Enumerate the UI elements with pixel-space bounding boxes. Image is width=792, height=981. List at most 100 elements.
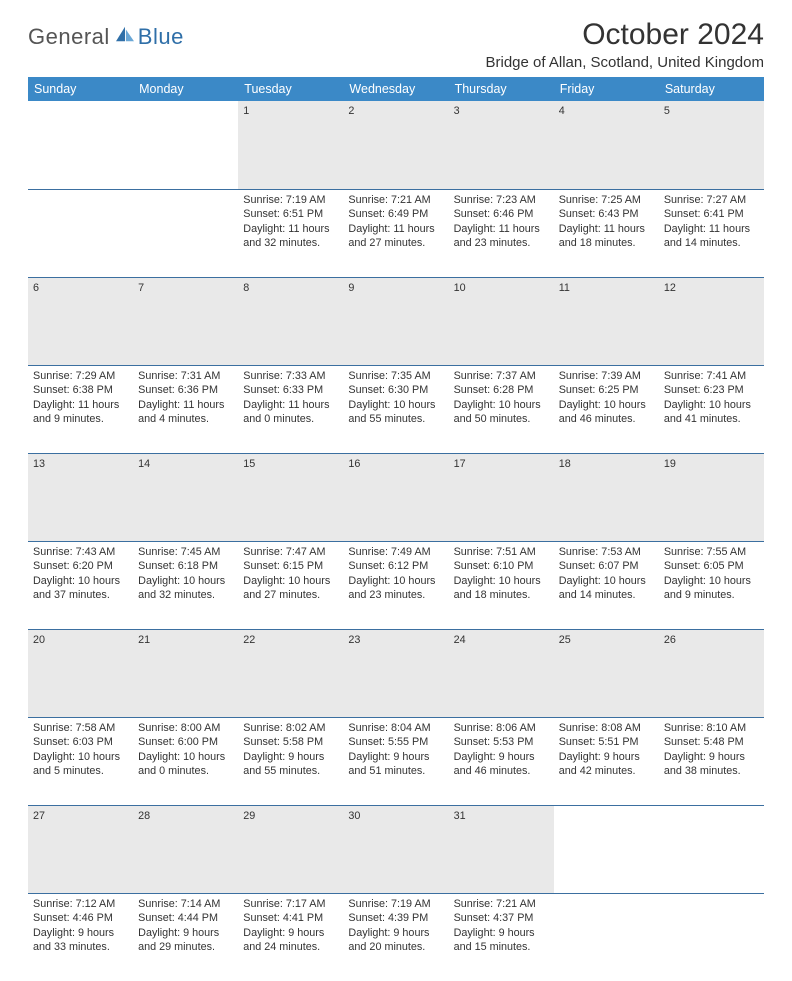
daylight-text: Daylight: 10 hours and 50 minutes. [454, 398, 549, 427]
day-number-cell: 24 [449, 629, 554, 717]
day-cell: Sunrise: 7:47 AMSunset: 6:15 PMDaylight:… [238, 541, 343, 629]
sunset-text: Sunset: 5:55 PM [348, 735, 443, 750]
sunrise-text: Sunrise: 8:06 AM [454, 721, 549, 736]
daylight-text: Daylight: 9 hours and 20 minutes. [348, 926, 443, 955]
day-cell: Sunrise: 7:19 AMSunset: 4:39 PMDaylight:… [343, 893, 448, 981]
month-title: October 2024 [485, 18, 764, 52]
logo-text-general: General [28, 24, 110, 50]
weekday-header: Wednesday [343, 77, 448, 101]
sunrise-text: Sunrise: 8:02 AM [243, 721, 338, 736]
logo: General Blue [28, 18, 184, 50]
daylight-text: Daylight: 9 hours and 24 minutes. [243, 926, 338, 955]
daynum-row: 13141516171819 [28, 453, 764, 541]
day-number-cell: 14 [133, 453, 238, 541]
day-cell: Sunrise: 7:43 AMSunset: 6:20 PMDaylight:… [28, 541, 133, 629]
daylight-text: Daylight: 11 hours and 14 minutes. [664, 222, 759, 251]
content-row: Sunrise: 7:19 AMSunset: 6:51 PMDaylight:… [28, 189, 764, 277]
day-number-cell: 4 [554, 101, 659, 189]
sunrise-text: Sunrise: 7:31 AM [138, 369, 233, 384]
day-number-cell: 6 [28, 277, 133, 365]
sunset-text: Sunset: 4:44 PM [138, 911, 233, 926]
sunset-text: Sunset: 6:51 PM [243, 207, 338, 222]
day-number-cell: 29 [238, 805, 343, 893]
daylight-text: Daylight: 11 hours and 0 minutes. [243, 398, 338, 427]
sunset-text: Sunset: 4:46 PM [33, 911, 128, 926]
header: General Blue October 2024 Bridge of Alla… [28, 18, 764, 71]
sunrise-text: Sunrise: 7:49 AM [348, 545, 443, 560]
sunset-text: Sunset: 6:36 PM [138, 383, 233, 398]
weekday-header: Tuesday [238, 77, 343, 101]
sunset-text: Sunset: 6:38 PM [33, 383, 128, 398]
day-number-cell: 9 [343, 277, 448, 365]
sunrise-text: Sunrise: 7:12 AM [33, 897, 128, 912]
day-number-cell: 25 [554, 629, 659, 717]
day-cell [554, 893, 659, 981]
sunrise-text: Sunrise: 7:53 AM [559, 545, 654, 560]
sunrise-text: Sunrise: 7:25 AM [559, 193, 654, 208]
day-number-cell: 31 [449, 805, 554, 893]
day-cell: Sunrise: 8:04 AMSunset: 5:55 PMDaylight:… [343, 717, 448, 805]
day-cell: Sunrise: 7:23 AMSunset: 6:46 PMDaylight:… [449, 189, 554, 277]
day-number-cell [554, 805, 659, 893]
daylight-text: Daylight: 9 hours and 38 minutes. [664, 750, 759, 779]
day-cell: Sunrise: 7:41 AMSunset: 6:23 PMDaylight:… [659, 365, 764, 453]
daynum-row: 20212223242526 [28, 629, 764, 717]
weekday-header: Saturday [659, 77, 764, 101]
day-number-cell: 19 [659, 453, 764, 541]
daylight-text: Daylight: 11 hours and 32 minutes. [243, 222, 338, 251]
location: Bridge of Allan, Scotland, United Kingdo… [485, 54, 764, 71]
sunrise-text: Sunrise: 7:35 AM [348, 369, 443, 384]
day-number-cell: 8 [238, 277, 343, 365]
daylight-text: Daylight: 10 hours and 32 minutes. [138, 574, 233, 603]
daylight-text: Daylight: 11 hours and 4 minutes. [138, 398, 233, 427]
sunset-text: Sunset: 4:41 PM [243, 911, 338, 926]
day-number-cell: 28 [133, 805, 238, 893]
sunrise-text: Sunrise: 8:10 AM [664, 721, 759, 736]
sunset-text: Sunset: 6:41 PM [664, 207, 759, 222]
weekday-header-row: SundayMondayTuesdayWednesdayThursdayFrid… [28, 77, 764, 101]
day-number-cell: 30 [343, 805, 448, 893]
daylight-text: Daylight: 11 hours and 23 minutes. [454, 222, 549, 251]
weekday-header: Friday [554, 77, 659, 101]
logo-sail-icon [114, 25, 136, 43]
day-cell: Sunrise: 7:27 AMSunset: 6:41 PMDaylight:… [659, 189, 764, 277]
daylight-text: Daylight: 11 hours and 27 minutes. [348, 222, 443, 251]
day-number-cell: 20 [28, 629, 133, 717]
sunset-text: Sunset: 5:51 PM [559, 735, 654, 750]
sunrise-text: Sunrise: 7:47 AM [243, 545, 338, 560]
sunset-text: Sunset: 6:07 PM [559, 559, 654, 574]
sunset-text: Sunset: 4:39 PM [348, 911, 443, 926]
sunrise-text: Sunrise: 7:55 AM [664, 545, 759, 560]
daylight-text: Daylight: 10 hours and 27 minutes. [243, 574, 338, 603]
day-cell [28, 189, 133, 277]
sunset-text: Sunset: 6:43 PM [559, 207, 654, 222]
day-number-cell: 21 [133, 629, 238, 717]
sunset-text: Sunset: 4:37 PM [454, 911, 549, 926]
calendar-table: SundayMondayTuesdayWednesdayThursdayFrid… [28, 77, 764, 981]
day-cell: Sunrise: 8:00 AMSunset: 6:00 PMDaylight:… [133, 717, 238, 805]
daylight-text: Daylight: 10 hours and 18 minutes. [454, 574, 549, 603]
daylight-text: Daylight: 9 hours and 15 minutes. [454, 926, 549, 955]
day-number-cell: 3 [449, 101, 554, 189]
day-cell: Sunrise: 7:37 AMSunset: 6:28 PMDaylight:… [449, 365, 554, 453]
weekday-header: Thursday [449, 77, 554, 101]
day-number-cell: 2 [343, 101, 448, 189]
daylight-text: Daylight: 10 hours and 41 minutes. [664, 398, 759, 427]
sunset-text: Sunset: 5:53 PM [454, 735, 549, 750]
sunset-text: Sunset: 6:18 PM [138, 559, 233, 574]
page: General Blue October 2024 Bridge of Alla… [0, 0, 792, 981]
sunrise-text: Sunrise: 7:14 AM [138, 897, 233, 912]
sunrise-text: Sunrise: 7:51 AM [454, 545, 549, 560]
day-cell [133, 189, 238, 277]
day-number-cell: 15 [238, 453, 343, 541]
sunrise-text: Sunrise: 7:21 AM [348, 193, 443, 208]
day-number-cell: 18 [554, 453, 659, 541]
sunset-text: Sunset: 5:48 PM [664, 735, 759, 750]
day-cell [659, 893, 764, 981]
sunrise-text: Sunrise: 7:29 AM [33, 369, 128, 384]
daylight-text: Daylight: 9 hours and 55 minutes. [243, 750, 338, 779]
day-cell: Sunrise: 7:45 AMSunset: 6:18 PMDaylight:… [133, 541, 238, 629]
sunset-text: Sunset: 6:12 PM [348, 559, 443, 574]
daylight-text: Daylight: 9 hours and 46 minutes. [454, 750, 549, 779]
sunrise-text: Sunrise: 7:41 AM [664, 369, 759, 384]
